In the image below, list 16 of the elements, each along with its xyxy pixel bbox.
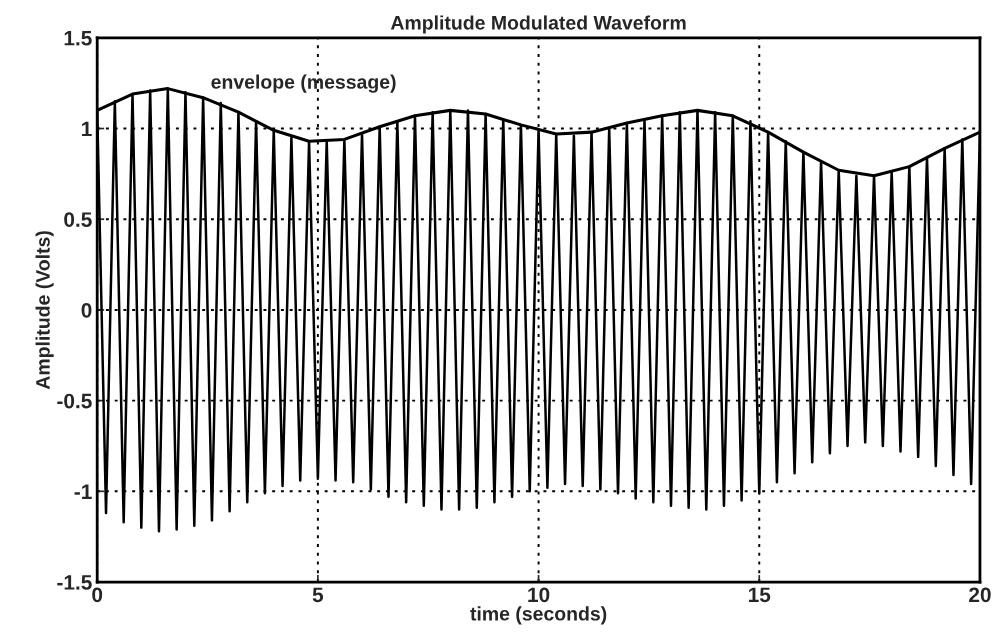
chart-title: Amplitude Modulated Waveform [390, 15, 686, 34]
x-tick-label: 5 [312, 587, 324, 603]
x-axis-title: time (seconds) [470, 606, 607, 625]
x-tick-label: 20 [969, 587, 991, 603]
y-tick-label: 0 [81, 302, 92, 318]
x-tick-label: 15 [748, 587, 771, 603]
y-tick-label: -1.5 [57, 575, 92, 590]
x-tick-label: 0 [92, 587, 103, 603]
y-tick-label: 1 [82, 121, 92, 137]
y-tick-label: 1.5 [64, 31, 92, 46]
y-axis-title: Amplitude (Volts) [35, 231, 54, 390]
y-tick-label: -1 [74, 484, 92, 499]
y-tick-label: -0.5 [57, 393, 92, 409]
series-label: envelope (message) [211, 74, 396, 93]
y-tick-label: 0.5 [64, 212, 92, 227]
x-tick-label: 10 [528, 587, 550, 603]
